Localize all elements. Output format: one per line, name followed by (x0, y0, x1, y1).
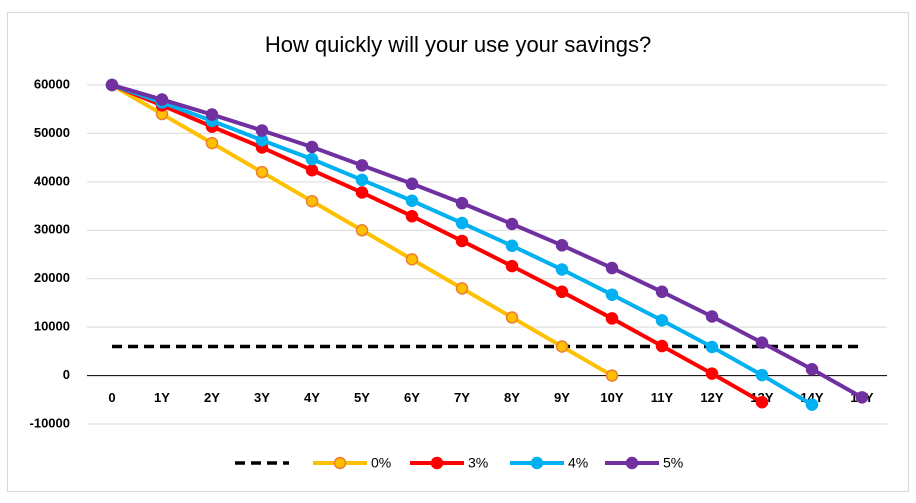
data-point (805, 398, 819, 411)
data-point (355, 186, 369, 199)
x-tick-label: 1Y (154, 390, 170, 405)
y-tick-label: 40000 (34, 173, 70, 188)
legend-marker (625, 456, 639, 470)
series-line (111, 83, 763, 404)
data-point (405, 194, 419, 207)
y-tick-label: 20000 (34, 270, 70, 285)
data-point (755, 368, 769, 382)
data-point (705, 310, 719, 323)
data-point (705, 340, 719, 354)
data-point (455, 282, 469, 295)
data-point (455, 234, 469, 248)
y-tick-label: 10000 (34, 319, 70, 334)
data-point (105, 78, 119, 92)
chart-border (7, 12, 909, 492)
x-tick-label: 4Y (304, 390, 320, 405)
y-tick-label: 60000 (34, 76, 70, 91)
data-point (455, 196, 469, 210)
data-point (355, 159, 369, 172)
chart-title: How quickly will your use your savings? (265, 32, 651, 57)
x-tick-label: 2Y (204, 390, 220, 405)
data-point (305, 152, 319, 166)
data-point (655, 285, 669, 299)
data-point (755, 336, 769, 349)
data-point (655, 339, 669, 353)
x-tick-label: 9Y (554, 390, 570, 405)
data-point (505, 311, 519, 324)
data-point (605, 369, 619, 382)
data-point (555, 239, 569, 252)
y-tick-label: 30000 (34, 222, 70, 237)
data-point (205, 108, 219, 121)
data-point (155, 93, 169, 106)
legend-label: 5% (663, 455, 683, 471)
x-tick-label: 12Y (700, 390, 723, 405)
legend-marker (430, 456, 444, 470)
legend-label: 4% (568, 455, 588, 471)
data-point (555, 340, 569, 353)
data-point (505, 259, 519, 273)
legend-marker (530, 456, 544, 470)
data-point (555, 285, 569, 299)
data-point (855, 391, 869, 404)
data-point (305, 163, 319, 177)
data-point (305, 140, 319, 154)
data-point (505, 239, 519, 253)
data-point (255, 124, 269, 137)
data-point (755, 395, 769, 409)
y-tick-label: -10000 (30, 415, 70, 430)
data-point (605, 312, 619, 325)
data-point (705, 367, 719, 380)
data-point (355, 173, 369, 187)
x-tick-label: 3Y (254, 390, 270, 405)
x-tick-label: 10Y (600, 390, 623, 405)
legend-label: 0% (371, 455, 391, 471)
data-point (805, 363, 819, 376)
data-point (405, 209, 419, 223)
legend-marker (333, 456, 347, 470)
data-point (405, 253, 419, 266)
x-tick-label: 7Y (454, 390, 470, 405)
y-tick-label: 50000 (34, 125, 70, 140)
data-point (655, 314, 669, 327)
data-point (455, 216, 469, 230)
legend-label: 3% (468, 455, 488, 471)
data-point (555, 263, 569, 276)
data-point (605, 288, 619, 301)
x-tick-label: 5Y (354, 390, 370, 405)
x-tick-label: 11Y (651, 390, 674, 405)
x-tick-label: 8Y (504, 390, 520, 405)
data-point (605, 261, 619, 275)
data-point (255, 165, 269, 179)
x-tick-label: 6Y (404, 390, 420, 405)
data-point (505, 217, 519, 231)
data-point (405, 177, 419, 191)
data-point (205, 136, 219, 150)
data-point (305, 194, 319, 208)
data-point (355, 224, 369, 237)
x-tick-label: 0 (108, 390, 115, 405)
y-tick-label: 0 (63, 367, 70, 382)
series-line (111, 83, 863, 400)
